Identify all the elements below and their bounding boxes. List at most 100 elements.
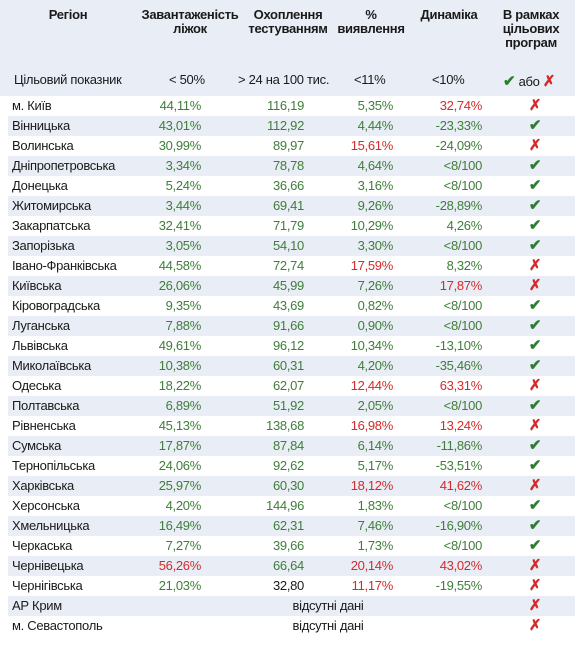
check-icon: ✔ xyxy=(528,117,542,134)
cell-region: Львівська xyxy=(12,338,68,353)
cell-testing-coverage: 89,97 xyxy=(272,138,304,153)
check-icon: ✔ xyxy=(528,197,542,214)
cell-region: Тернопільська xyxy=(12,458,95,473)
cell-dynamics: 4,26% xyxy=(446,218,483,233)
cell-detection-rate: 0,82% xyxy=(357,298,394,313)
cell-detection-rate: 2,05% xyxy=(357,398,394,413)
table-row: Миколаївська 10,38% 60,31 4,20% -35,46% ✔ xyxy=(8,356,575,376)
cross-icon: ✗ xyxy=(528,557,542,574)
cell-testing-coverage: 39,66 xyxy=(272,538,304,553)
cross-icon: ✗ xyxy=(528,257,542,274)
cell-region: Рівненська xyxy=(12,418,76,433)
cell-region: Дніпропетровська xyxy=(12,158,116,173)
check-icon: ✔ xyxy=(528,157,542,174)
cell-region: м. Севастополь xyxy=(12,618,103,633)
check-icon: ✔ xyxy=(503,73,516,90)
table-row: Черкаська 7,27% 39,66 1,73% <8/100 ✔ xyxy=(8,536,575,556)
table-row: Кіровоградська 9,35% 43,69 0,82% <8/100 ✔ xyxy=(8,296,575,316)
cell-bed-occupancy: 30,99% xyxy=(158,138,202,153)
cross-icon: ✗ xyxy=(528,577,542,594)
table-row: Чернігівська 21,03% 32,80 11,17% -19,55% ✗ xyxy=(8,576,575,596)
cell-bed-occupancy: 49,61% xyxy=(158,338,202,353)
cell-testing-coverage: 62,07 xyxy=(272,378,304,393)
cell-bed-occupancy: 45,13% xyxy=(158,418,202,433)
cell-dynamics: <8/100 xyxy=(443,298,483,313)
cell-bed-occupancy: 3,34% xyxy=(165,158,202,173)
cell-detection-rate: 6,14% xyxy=(357,438,394,453)
cell-region: Закарпатська xyxy=(12,218,91,233)
cell-region: Чернівецька xyxy=(12,558,84,573)
check-icon: ✔ xyxy=(528,337,542,354)
cell-dynamics: -24,09% xyxy=(435,138,483,153)
cell-dynamics: <8/100 xyxy=(443,498,483,513)
cell-region: Миколаївська xyxy=(12,358,91,373)
cell-bed-occupancy: 6,89% xyxy=(165,398,202,413)
check-icon: ✔ xyxy=(528,497,542,514)
cell-testing-coverage: 60,30 xyxy=(272,478,304,493)
cell-detection-rate: 1,73% xyxy=(357,538,394,553)
cell-dynamics: <8/100 xyxy=(443,398,483,413)
cell-region: Київська xyxy=(12,278,62,293)
cell-bed-occupancy: 7,88% xyxy=(165,318,202,333)
cell-detection-rate: 0,90% xyxy=(357,318,394,333)
cell-dynamics: <8/100 xyxy=(443,158,483,173)
cell-detection-rate: 20,14% xyxy=(350,558,394,573)
table-row: Рівненська 45,13% 138,68 16,98% 13,24% ✗ xyxy=(8,416,575,436)
cell-dynamics: -23,33% xyxy=(435,118,483,133)
cell-dynamics: <8/100 xyxy=(443,238,483,253)
cell-detection-rate: 4,20% xyxy=(357,358,394,373)
cell-testing-coverage: 62,31 xyxy=(272,518,304,533)
check-icon: ✔ xyxy=(528,437,542,454)
check-icon: ✔ xyxy=(528,237,542,254)
cell-testing-coverage: 32,80 xyxy=(272,578,304,593)
cell-testing-coverage: 69,41 xyxy=(272,198,304,213)
cell-region: Полтавська xyxy=(12,398,80,413)
table-row: АР Крим відсутні дані ✗ xyxy=(8,596,575,616)
cross-icon: ✗ xyxy=(542,73,556,90)
cell-testing-coverage: 87,84 xyxy=(272,438,304,453)
cell-testing-coverage: 72,74 xyxy=(272,258,304,273)
cell-bed-occupancy: 10,38% xyxy=(158,358,202,373)
cell-bed-occupancy: 9,35% xyxy=(165,298,202,313)
cell-region: Одеська xyxy=(12,378,62,393)
cell-dynamics: 41,62% xyxy=(439,478,483,493)
header-beds-line1: Завантаженість xyxy=(141,7,239,22)
cross-icon: ✗ xyxy=(528,137,542,154)
cell-dynamics: -28,89% xyxy=(435,198,483,213)
target-label: Цільовий показник xyxy=(14,72,122,87)
cell-detection-rate: 10,34% xyxy=(350,338,394,353)
table-row: Дніпропетровська 3,34% 78,78 4,64% <8/100 ✔ xyxy=(8,156,575,176)
cell-dynamics: -53,51% xyxy=(435,458,483,473)
cross-icon: ✗ xyxy=(528,597,542,614)
header-beds: Завантаженість ліжок xyxy=(134,8,246,36)
cell-testing-coverage: 96,12 xyxy=(272,338,304,353)
cell-bed-occupancy: 43,01% xyxy=(158,118,202,133)
cross-icon: ✗ xyxy=(528,377,542,394)
cell-bed-occupancy: 44,58% xyxy=(158,258,202,273)
header-beds-line2: ліжок xyxy=(173,21,207,36)
cell-region: Кіровоградська xyxy=(12,298,100,313)
cell-testing-coverage: 66,64 xyxy=(272,558,304,573)
cell-bed-occupancy: 16,49% xyxy=(158,518,202,533)
cell-no-data: відсутні дані xyxy=(292,598,364,613)
check-icon: ✔ xyxy=(528,177,542,194)
table-row: Харківська 25,97% 60,30 18,12% 41,62% ✗ xyxy=(8,476,575,496)
cell-bed-occupancy: 25,97% xyxy=(158,478,202,493)
cell-dynamics: <8/100 xyxy=(443,318,483,333)
cell-testing-coverage: 138,68 xyxy=(266,418,304,433)
cell-testing-coverage: 54,10 xyxy=(272,238,304,253)
cell-dynamics: 8,32% xyxy=(446,258,483,273)
table-row: Львівська 49,61% 96,12 10,34% -13,10% ✔ xyxy=(8,336,575,356)
cell-detection-rate: 7,46% xyxy=(357,518,394,533)
cell-testing-coverage: 43,69 xyxy=(272,298,304,313)
table-row: м. Севастополь відсутні дані ✗ xyxy=(8,616,575,636)
target-dynamics: <10% xyxy=(432,72,465,87)
check-icon: ✔ xyxy=(528,537,542,554)
cell-detection-rate: 3,16% xyxy=(357,178,394,193)
check-icon: ✔ xyxy=(528,317,542,334)
table-row: Полтавська 6,89% 51,92 2,05% <8/100 ✔ xyxy=(8,396,575,416)
header-testing-line1: Охоплення xyxy=(253,7,323,22)
cell-detection-rate: 18,12% xyxy=(350,478,394,493)
cell-bed-occupancy: 21,03% xyxy=(158,578,202,593)
